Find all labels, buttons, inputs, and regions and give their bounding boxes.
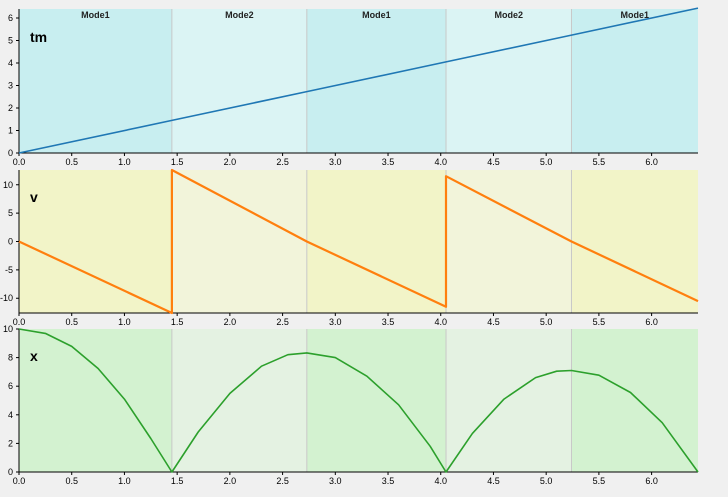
x-tick-label: 2.0 [224,317,237,327]
mode-band [571,170,698,313]
mode-label: Mode2 [494,10,523,20]
x-tick-label: 6.0 [645,157,658,167]
x-tick-label: 5.0 [540,317,553,327]
x-tick-label: 1.0 [118,157,131,167]
mode-label: Mode1 [620,10,649,20]
x-tick-label: 0.0 [13,317,26,327]
mode-band [171,170,307,313]
y-tick-label: 6 [8,381,13,391]
x-tick-label: 2.5 [276,476,289,486]
series-line-v [18,168,699,315]
y-tick-label: 4 [8,58,13,68]
x-tick-label: 3.5 [382,157,395,167]
y-tick-label: 1 [8,126,13,136]
mode-band [306,170,447,313]
x-tick-label: 0.5 [65,157,78,167]
y-tick-label: 3 [8,81,13,91]
y-tick-label: 0 [8,467,13,477]
mode-band [171,9,307,153]
x-tick-label: 4.5 [487,476,500,486]
mode-band [446,9,572,153]
x-tick-label: 1.0 [118,317,131,327]
x-tick-label: 6.0 [645,476,658,486]
y-tick-label: 10 [3,324,13,334]
y-tick-label: 2 [8,103,13,113]
y-tick-label: 4 [8,410,13,420]
mode-label: Mode1 [362,10,391,20]
panel-v: -10 -5 0 5 10 0.0 0.5 1.0 1.5 2.0 2.5 3.0 3.5 4.0 4.5 5… [0,168,699,327]
series-line-tm [18,7,699,154]
y-tick-label: 0 [8,237,13,247]
x-tick-label: 2.5 [276,317,289,327]
x-tick-label: 5.5 [593,317,606,327]
mode-band [306,9,447,153]
panel-title: x [30,348,38,364]
y-tick-label: 0 [8,148,13,158]
panel-title: v [30,189,38,205]
y-tick-label: -5 [5,265,13,275]
x-tick-label: 5.0 [540,476,553,486]
x-tick-label: 2.0 [224,476,237,486]
panel-title: tm [30,29,47,45]
x-tick-label: 0.5 [65,476,78,486]
y-tick-label: 5 [8,208,13,218]
mode-band [571,329,698,472]
x-tick-label: 3.5 [382,476,395,486]
x-tick-label: 3.0 [329,317,342,327]
y-tick-label: 2 [8,438,13,448]
mode-band [306,329,447,472]
x-tick-label: 4.0 [434,157,447,167]
x-tick-label: 2.5 [276,157,289,167]
mode-band [19,329,172,472]
mode-band [171,329,307,472]
x-tick-label: 0.0 [13,476,26,486]
x-tick-label: 5.5 [593,157,606,167]
mode-band [19,170,172,313]
x-tick-label: 3.0 [329,157,342,167]
x-tick-label: 5.0 [540,157,553,167]
series-line-x [18,328,699,473]
y-tick-label: 8 [8,353,13,363]
mode-label: Mode2 [225,10,254,20]
y-tick-label: 10 [3,180,13,190]
x-tick-label: 1.5 [171,476,184,486]
x-tick-label: 2.0 [224,157,237,167]
x-tick-label: 4.5 [487,157,500,167]
mode-band [446,170,572,313]
x-tick-label: 3.0 [329,476,342,486]
x-tick-label: 4.0 [434,476,447,486]
x-tick-label: 4.5 [487,317,500,327]
mode-band [571,9,698,153]
panel-tm: Mode1 Mode2 Mode1 Mode2 Mode1 0 1 2 3 4 5 6 0.0 0.5 1.… [8,7,699,167]
y-tick-label: -10 [0,293,13,303]
x-tick-label: 0.0 [13,157,26,167]
mode-band [19,9,172,153]
x-tick-label: 4.0 [434,317,447,327]
mode-label: Mode1 [81,10,110,20]
mode-band [446,329,572,472]
x-tick-label: 0.5 [65,317,78,327]
panel-x: 0 2 4 6 8 10 0.0 0.5 1.0 1.5 2.0 2.5 3.0 3.5 4.0 4.5 5.0… [3,324,699,486]
x-tick-label: 1.0 [118,476,131,486]
y-tick-label: 5 [8,36,13,46]
x-tick-label: 6.0 [645,317,658,327]
x-tick-label: 3.5 [382,317,395,327]
y-tick-label: 6 [8,13,13,23]
x-tick-label: 1.5 [171,157,184,167]
x-tick-label: 1.5 [171,317,184,327]
x-tick-label: 5.5 [593,476,606,486]
